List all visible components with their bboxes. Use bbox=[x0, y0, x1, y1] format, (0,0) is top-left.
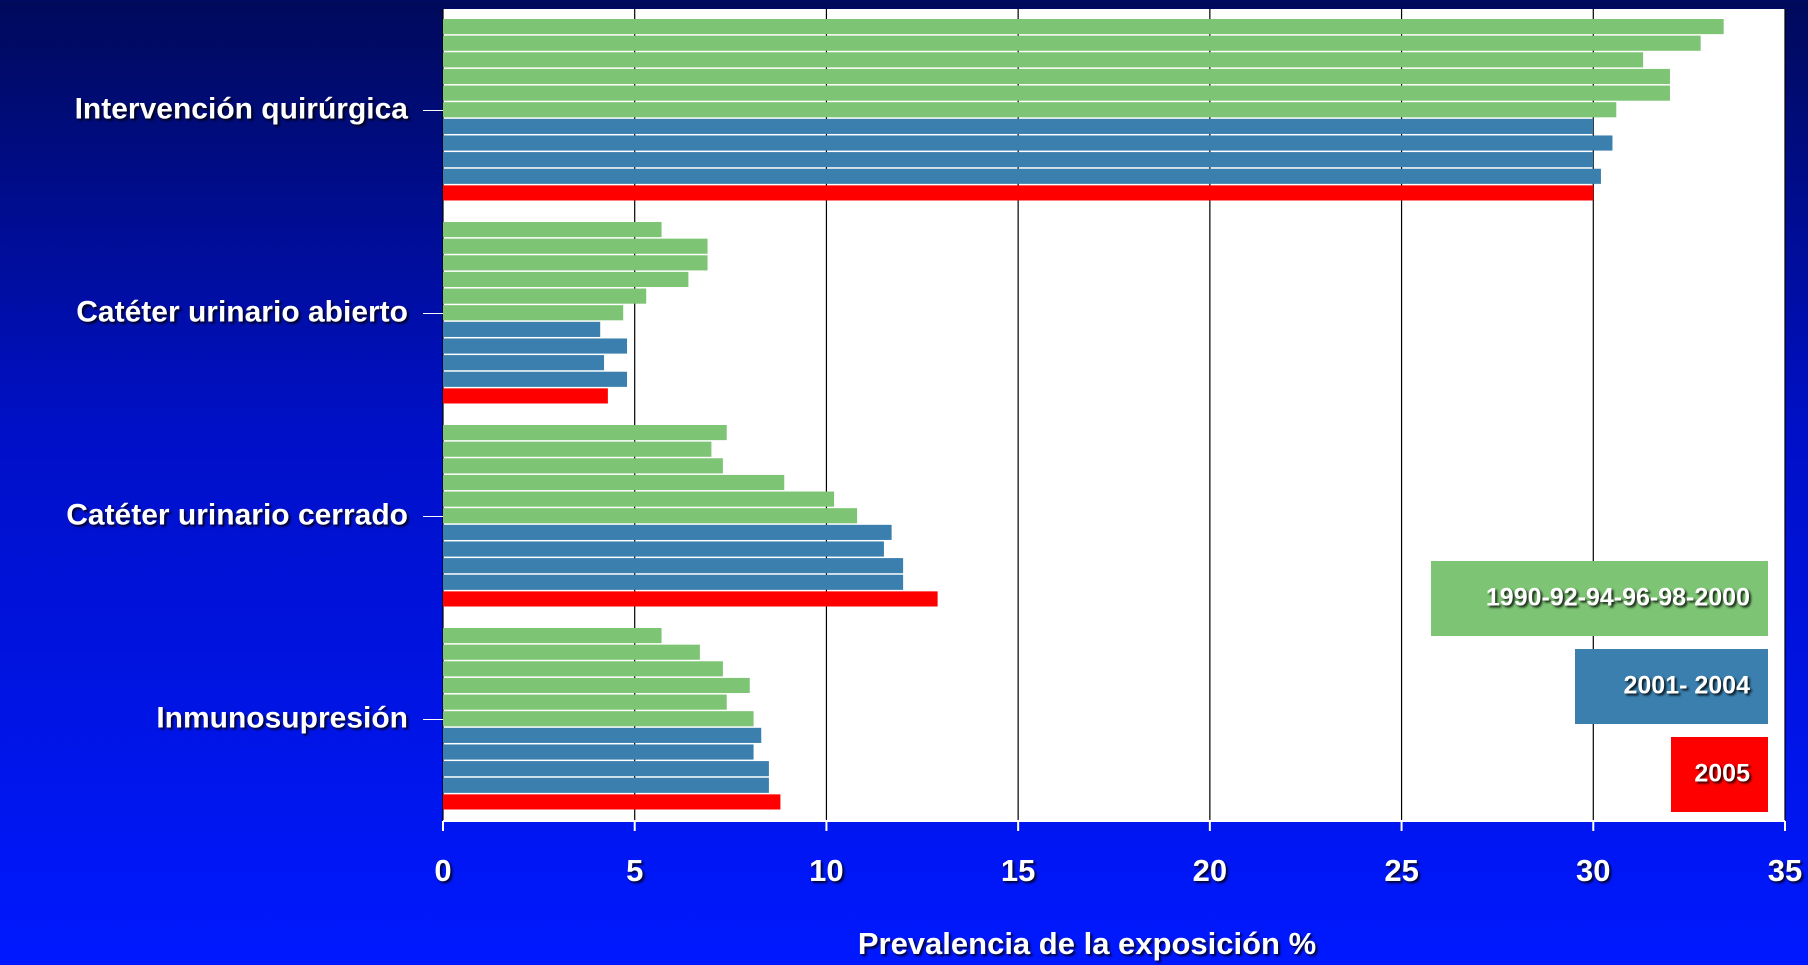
bar bbox=[443, 238, 708, 254]
x-tick-label: 25 bbox=[1384, 853, 1418, 888]
bar bbox=[443, 388, 608, 404]
bar bbox=[443, 508, 858, 524]
bar bbox=[443, 118, 1594, 134]
bar bbox=[443, 727, 762, 743]
bar bbox=[443, 222, 662, 238]
bar bbox=[443, 102, 1617, 118]
bar bbox=[443, 661, 723, 677]
x-axis-label: Prevalencia de la exposición % bbox=[858, 926, 1316, 961]
y-tick-label: Inmunosupresión bbox=[156, 701, 408, 734]
bar bbox=[443, 305, 624, 321]
bar bbox=[443, 288, 647, 304]
bar bbox=[443, 271, 689, 288]
x-tick-label: 15 bbox=[1001, 853, 1035, 888]
legend-label: 2005 bbox=[1694, 760, 1750, 788]
bar bbox=[443, 185, 1594, 201]
legend-swatch bbox=[1575, 649, 1768, 724]
bar bbox=[443, 355, 605, 371]
bar bbox=[443, 152, 1594, 168]
y-tick-label: Intervención quirúrgica bbox=[75, 92, 409, 125]
bar bbox=[443, 591, 938, 607]
x-tick-label: 35 bbox=[1768, 853, 1802, 888]
bar bbox=[443, 711, 754, 727]
bar bbox=[443, 644, 700, 660]
bar bbox=[443, 541, 884, 557]
bar bbox=[443, 458, 723, 474]
bar bbox=[443, 68, 1670, 85]
bar bbox=[443, 371, 628, 387]
legend-swatch bbox=[1431, 561, 1768, 636]
bar bbox=[443, 761, 769, 777]
bar bbox=[443, 135, 1613, 151]
x-tick-label: 10 bbox=[809, 853, 843, 888]
bar bbox=[443, 474, 785, 491]
bar bbox=[443, 255, 708, 271]
y-tick-label: Catéter urinario abierto bbox=[76, 295, 408, 328]
x-tick-label: 30 bbox=[1576, 853, 1610, 888]
legend-label: 1990-92-94-96-98-2000 bbox=[1486, 584, 1750, 612]
bar bbox=[443, 744, 754, 760]
bar bbox=[443, 777, 769, 793]
bar bbox=[443, 168, 1601, 184]
legend-label: 2001- 2004 bbox=[1623, 672, 1750, 700]
bar bbox=[443, 628, 662, 644]
bar bbox=[443, 35, 1701, 51]
bar bbox=[443, 558, 904, 574]
legend-swatch bbox=[1671, 737, 1768, 812]
bar bbox=[443, 524, 892, 540]
bar bbox=[443, 491, 835, 507]
bar bbox=[443, 19, 1724, 35]
bar bbox=[443, 338, 628, 354]
bar bbox=[443, 694, 727, 710]
bar bbox=[443, 425, 727, 441]
x-tick-label: 20 bbox=[1193, 853, 1227, 888]
bar bbox=[443, 85, 1670, 101]
bar bbox=[443, 574, 904, 590]
x-tick-label: 5 bbox=[626, 853, 643, 888]
bar bbox=[443, 794, 781, 810]
bar bbox=[443, 321, 601, 337]
bar bbox=[443, 677, 750, 694]
y-tick-label: Catéter urinario cerrado bbox=[66, 498, 408, 531]
bar bbox=[443, 52, 1644, 68]
x-tick-label: 0 bbox=[434, 853, 451, 888]
bar bbox=[443, 441, 712, 457]
